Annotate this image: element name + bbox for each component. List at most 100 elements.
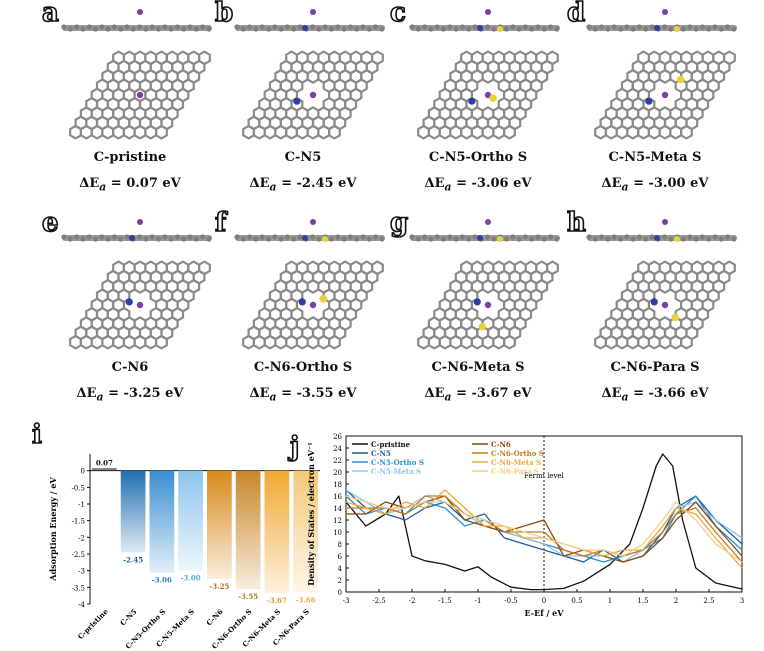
panel-label-g: g	[389, 208, 409, 238]
graphene-structure-image	[234, 9, 385, 140]
adsorption-energy-label: ΔEa = -2.45 eV	[249, 176, 357, 194]
x-tick-label: 2.5	[703, 597, 714, 605]
bar-C-N5-Meta S	[178, 470, 203, 571]
y-tick-label: 8	[338, 541, 342, 549]
y-tick-label: 24	[333, 445, 342, 453]
y-tick-label: 4	[338, 565, 343, 573]
graphene-structure-image	[586, 219, 737, 350]
adsorption-energy-label: ΔEa = -3.67 eV	[424, 386, 532, 404]
x-tick-label: 0.5	[571, 597, 582, 605]
structure-name: C-N6-Ortho S	[253, 360, 353, 375]
series-line-C-N5	[345, 489, 743, 563]
bar-C-N5	[120, 470, 146, 553]
bar-C-N6-Ortho S	[235, 470, 261, 589]
structure-panel-c: c C-N5-Ortho S ΔEa = -3.06 eV	[388, 0, 568, 200]
graphene-structure-image	[61, 219, 212, 350]
x-category-label: C-N5	[118, 607, 138, 627]
structure-name: C-N5	[284, 150, 322, 165]
structure-panel-e: e C-N6 ΔEa = -3.25 eV	[40, 208, 220, 410]
panel-label-f: f	[214, 208, 227, 238]
y-tick-label: -1	[78, 501, 85, 509]
structure-panel-g: g C-N6-Meta S ΔEa = -3.67 eV	[388, 208, 568, 410]
legend-label: C-N6-Para S	[491, 467, 539, 476]
x-tick-label: 1.5	[637, 597, 648, 605]
x-category-label: C-N6	[204, 607, 224, 627]
bar-value-label: 0.07	[96, 458, 113, 467]
y-tick-label: 20	[333, 469, 342, 477]
panel-label-i: i	[31, 419, 42, 451]
y-tick-label: 10	[333, 529, 342, 537]
legend-label: C-N6-Meta S	[491, 458, 541, 467]
y-tick-label: -3.5	[72, 584, 86, 592]
structure-name: C-N6	[111, 360, 149, 375]
adsorption-energy-label: ΔEa = -3.55 eV	[249, 386, 357, 404]
series-line-C-pristine	[345, 453, 743, 591]
dos-line-chart: -3 -2.5 -2 -1.5 -1 -0.5 0 0.5 1 1.5 2 2.5 3 0 24 6 8 10 12…	[306, 433, 744, 618]
structure-panel-h: h C-N6-Para S ΔEa = -3.66 eV	[565, 208, 745, 410]
adsorption-energy-label: ΔEa = 0.07 eV	[79, 176, 181, 194]
x-axis-label: E-Ef / eV	[525, 608, 565, 618]
y-tick-label: -1.5	[72, 518, 86, 526]
bar-value-label: -3.66	[296, 596, 316, 605]
structure-panel-f: f C-N6-Ortho S ΔEa = -3.55 eV	[213, 208, 393, 410]
structure-name: C-N5-Ortho S	[428, 150, 528, 165]
series-line-C-N6-Para S	[345, 495, 743, 563]
graphene-structure-image	[61, 9, 212, 140]
x-tick-label: -3	[343, 597, 350, 605]
bar-C-N5-Ortho S	[149, 470, 175, 573]
y-tick-label: 2	[338, 577, 342, 585]
x-tick-label: -1	[475, 597, 482, 605]
x-tick-label: 0	[542, 597, 546, 605]
y-tick-label: 22	[333, 457, 342, 465]
structure-name: C-pristine	[93, 150, 167, 165]
bar-value-label: -3.00	[181, 574, 201, 583]
legend-label: C-N5-Ortho S	[371, 458, 424, 467]
y-tick-label: 6	[338, 553, 343, 561]
adsorption-energy-label: ΔEa = -3.25 eV	[76, 386, 184, 404]
bar-value-label: -3.67	[267, 596, 287, 605]
panel-label-e: e	[41, 208, 59, 238]
y-tick-label: 0	[338, 589, 342, 597]
x-tick-label: -0.5	[504, 597, 518, 605]
y-tick-label: 26	[333, 433, 342, 441]
y-tick-label: 16	[333, 493, 342, 501]
x-tick-label: -2	[409, 597, 416, 605]
bar-value-label: -3.06	[152, 576, 172, 585]
legend-label: C-N5-Meta S	[371, 467, 421, 476]
structure-panel-a: a C-pristine ΔEa = 0.07 eV	[40, 0, 220, 200]
y-tick-label: 18	[333, 481, 342, 489]
bar-value-label: -3.55	[238, 592, 258, 601]
fermi-level-annotation: Fermi level	[524, 472, 565, 480]
x-category-label: C-pristine	[76, 607, 110, 641]
bar-value-label: -2.45	[123, 555, 143, 564]
bar-C-pristine	[92, 468, 117, 471]
bar-chart: 0 -0.5 -1 -1.5 -2 -2.5 -3 -3.5 -4 Adsorption Ener…	[48, 454, 320, 651]
series-line-C-N6-Ortho S	[346, 495, 743, 563]
structure-name: C-N5-Meta S	[608, 150, 702, 165]
graphene-structure-image	[409, 9, 560, 140]
structure-panel-d: d C-N5-Meta S ΔEa = -3.00 eV	[565, 0, 745, 200]
y-tick-label: 12	[333, 517, 342, 525]
y-tick-label: 14	[333, 505, 342, 513]
bar-C-N6-Meta S	[264, 470, 290, 593]
panel-label-j: j	[289, 431, 300, 463]
legend-label: C-N6-Ortho S	[491, 449, 544, 458]
x-tick-label: -1.5	[438, 597, 452, 605]
legend-label: C-pristine	[371, 440, 411, 449]
graphene-structure-image	[409, 219, 560, 350]
bar-value-label: -3.25	[209, 582, 229, 591]
x-tick-label: 3	[740, 597, 744, 605]
x-tick-label: -2.5	[372, 597, 386, 605]
adsorption-energy-label: ΔEa = -3.00 eV	[601, 176, 709, 194]
x-tick-label: 1	[608, 597, 612, 605]
panel-label-c: c	[389, 0, 406, 28]
legend-label: C-N5	[371, 449, 391, 458]
y-tick-label: -4	[78, 601, 85, 609]
y-tick-label: -0.5	[72, 484, 86, 492]
legend-label: C-N6	[491, 440, 511, 449]
adsorption-energy-label: ΔEa = -3.06 eV	[424, 176, 532, 194]
panel-label-h: h	[566, 208, 586, 238]
y-tick-label: -2	[78, 534, 85, 542]
y-tick-label: -2.5	[72, 551, 86, 559]
y-axis-label: Density of States / electron eV⁻¹	[306, 442, 316, 585]
